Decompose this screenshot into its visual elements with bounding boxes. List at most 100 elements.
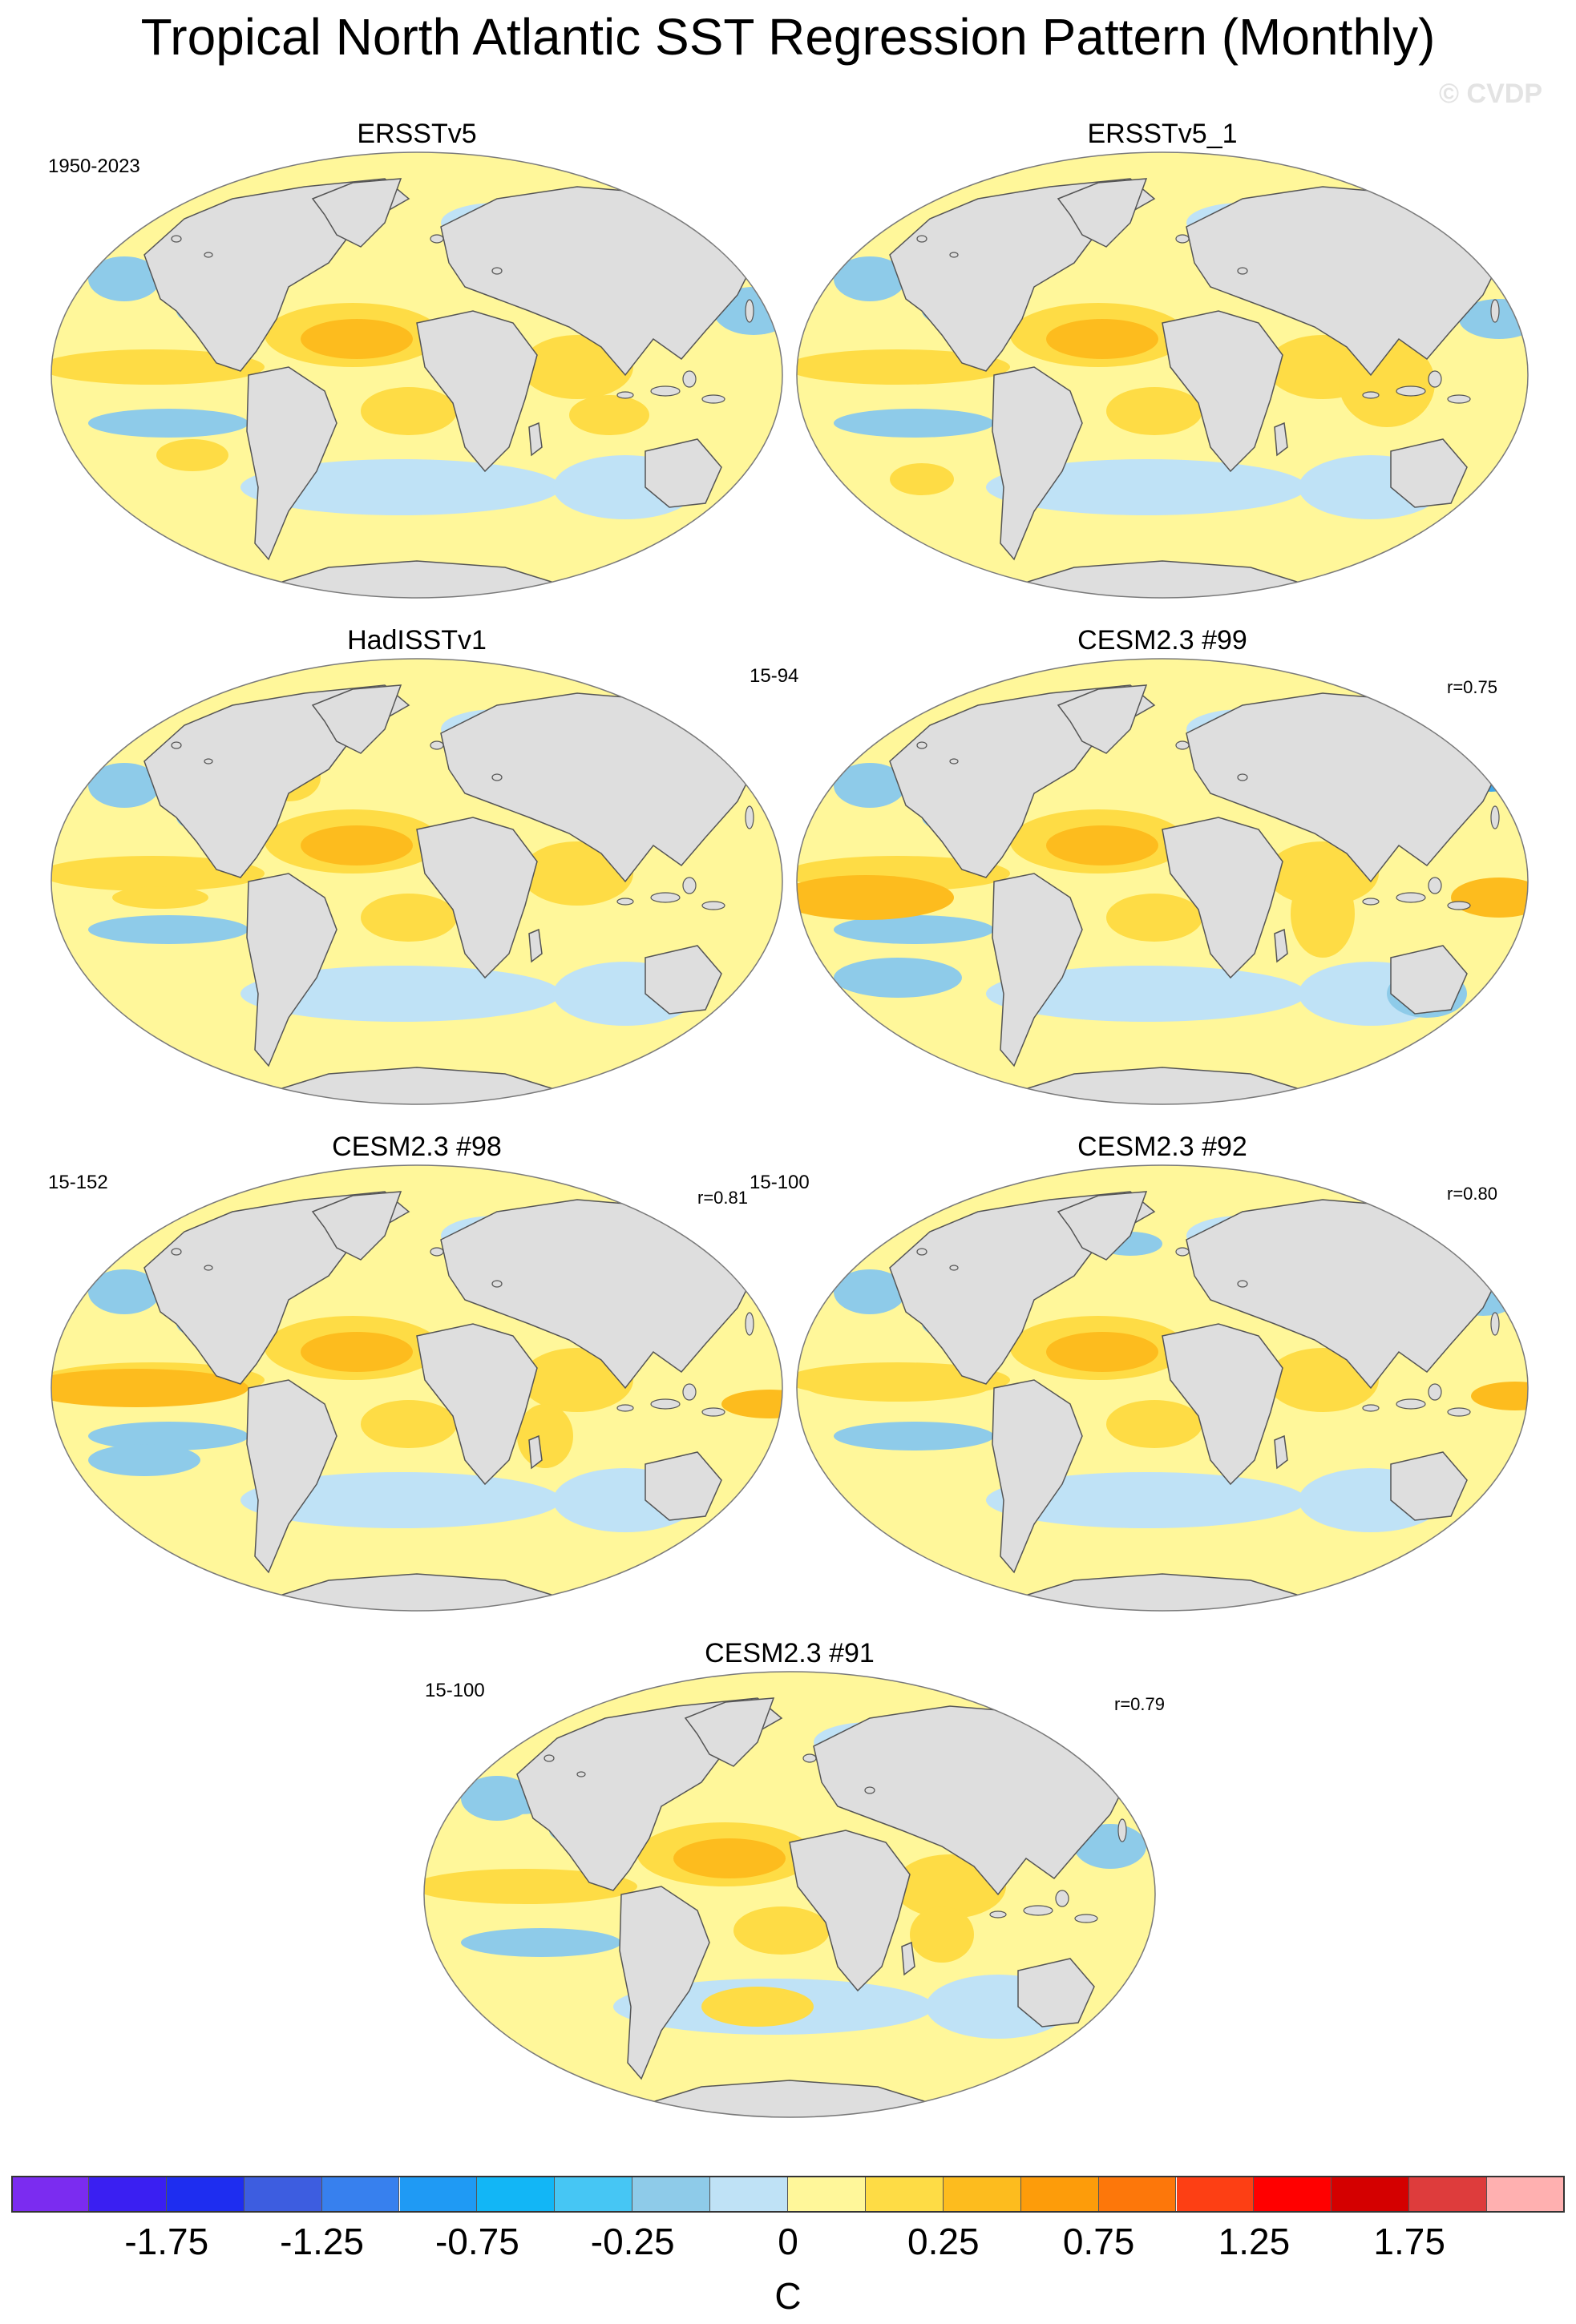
sst-map — [796, 658, 1529, 1105]
land-island — [1490, 1312, 1500, 1336]
land-greenland — [684, 1697, 775, 1767]
colorbar-box — [88, 2176, 167, 2213]
anomaly-positive — [517, 1404, 573, 1468]
map-border — [796, 1164, 1529, 1612]
colorbar-tick-label: -0.75 — [434, 2221, 519, 2262]
land-island — [1447, 1407, 1471, 1417]
land-greenland — [1057, 1191, 1148, 1261]
figure-title: Tropical North Atlantic SST Regression P… — [140, 8, 1436, 66]
colorbar-box — [11, 2176, 89, 2213]
panel-correlation-label: r=0.80 — [1447, 1184, 1497, 1204]
land-island — [491, 773, 503, 781]
panel-correlation-label: r=0.75 — [1447, 677, 1497, 697]
anomaly-negative — [461, 1928, 621, 1957]
land-island — [864, 1786, 875, 1794]
anomaly-negative — [834, 409, 994, 438]
land-island — [1447, 394, 1471, 404]
land-antarctica — [256, 560, 578, 598]
colorbar-box — [244, 2176, 322, 2213]
land-southAmerica — [246, 1379, 337, 1574]
land-island — [682, 877, 697, 894]
land-island — [204, 758, 213, 765]
sst-map — [423, 1671, 1156, 2118]
land-greenland — [311, 684, 402, 754]
land-island — [171, 1248, 182, 1256]
anomaly-positive — [910, 1906, 974, 1963]
land-island — [701, 901, 725, 910]
land-island — [949, 758, 959, 765]
anomaly-negative — [88, 915, 249, 944]
anomaly-positive — [361, 387, 457, 435]
sst-map — [51, 1164, 783, 1612]
colorbar-tick-label: -0.25 — [590, 2221, 675, 2262]
anomaly-negative — [834, 763, 906, 808]
land-australia — [645, 438, 722, 508]
land-island — [650, 385, 681, 397]
land-island — [916, 235, 927, 243]
map-border — [51, 658, 783, 1105]
land-greenland — [311, 178, 402, 248]
anomaly-negative — [88, 763, 160, 808]
land-island — [1074, 1914, 1098, 1923]
anomaly-positive — [1291, 869, 1355, 958]
land-island — [682, 370, 697, 388]
colorbar-tick-label: 1.25 — [1218, 2221, 1291, 2262]
land-madagascar — [901, 1941, 915, 1976]
land-island — [576, 1771, 586, 1777]
anomaly-positive — [673, 1838, 786, 1878]
land-island — [616, 1404, 634, 1412]
land-island — [430, 234, 444, 244]
land-island — [171, 235, 182, 243]
colorbar-tick-label: -1.75 — [124, 2221, 209, 2262]
colorbar-box — [1409, 2176, 1488, 2213]
colorbar-box — [555, 2176, 633, 2213]
land-island — [1237, 1280, 1248, 1288]
land-australia — [645, 945, 722, 1015]
land-greenland — [1057, 684, 1148, 754]
colorbar-box — [632, 2176, 711, 2213]
land-island — [949, 252, 959, 258]
sst-map — [796, 151, 1529, 599]
colorbar-tick-label: 1.75 — [1373, 2221, 1445, 2262]
land-island — [1023, 1905, 1053, 1916]
land-island — [1362, 391, 1380, 399]
sst-map — [51, 151, 783, 599]
anomaly-positive — [1046, 825, 1158, 865]
cvdp-watermark: © CVDP — [1439, 79, 1542, 109]
land-southAmerica — [246, 873, 337, 1067]
anomaly-negative — [88, 1422, 249, 1450]
anomaly-positive — [301, 825, 413, 865]
anomaly-positive — [156, 439, 228, 471]
land-island — [1175, 1247, 1190, 1257]
map-border — [423, 1671, 1156, 2118]
panel-title: CESM2.3 #98 — [332, 1132, 502, 1162]
colorbar-box — [1020, 2176, 1099, 2213]
anomaly-positive — [301, 1332, 413, 1372]
map-panel: CESM2.3 #99 — [794, 625, 1531, 1106]
land-island — [616, 391, 634, 399]
anomaly-positive — [797, 875, 954, 920]
land-africa — [1162, 817, 1283, 979]
panel-period-label: 1950-2023 — [48, 155, 140, 177]
land-antarctica — [256, 1573, 578, 1611]
land-island — [701, 1407, 725, 1417]
anomaly-positive — [1471, 1382, 1528, 1410]
anomaly-negative — [88, 256, 160, 301]
colorbar-box — [1176, 2176, 1255, 2213]
land-antarctica — [1001, 1067, 1323, 1104]
map-panel: ERSSTv5_1 — [794, 119, 1531, 599]
anomaly-negative — [986, 966, 1307, 1022]
land-island — [1490, 805, 1500, 829]
anomaly-positive — [51, 349, 265, 385]
land-island — [1396, 385, 1426, 397]
colorbar-tick-label: 0 — [778, 2221, 798, 2262]
map-border — [796, 658, 1529, 1105]
land-southAmerica — [992, 873, 1083, 1067]
map-panel: HadISSTv1 — [48, 625, 786, 1106]
land-australia — [1017, 1958, 1095, 2027]
anomaly-positive — [1046, 319, 1158, 359]
land-island — [430, 1247, 444, 1257]
land-island — [1175, 234, 1190, 244]
colorbar-box — [1332, 2176, 1410, 2213]
land-island — [650, 1398, 681, 1410]
